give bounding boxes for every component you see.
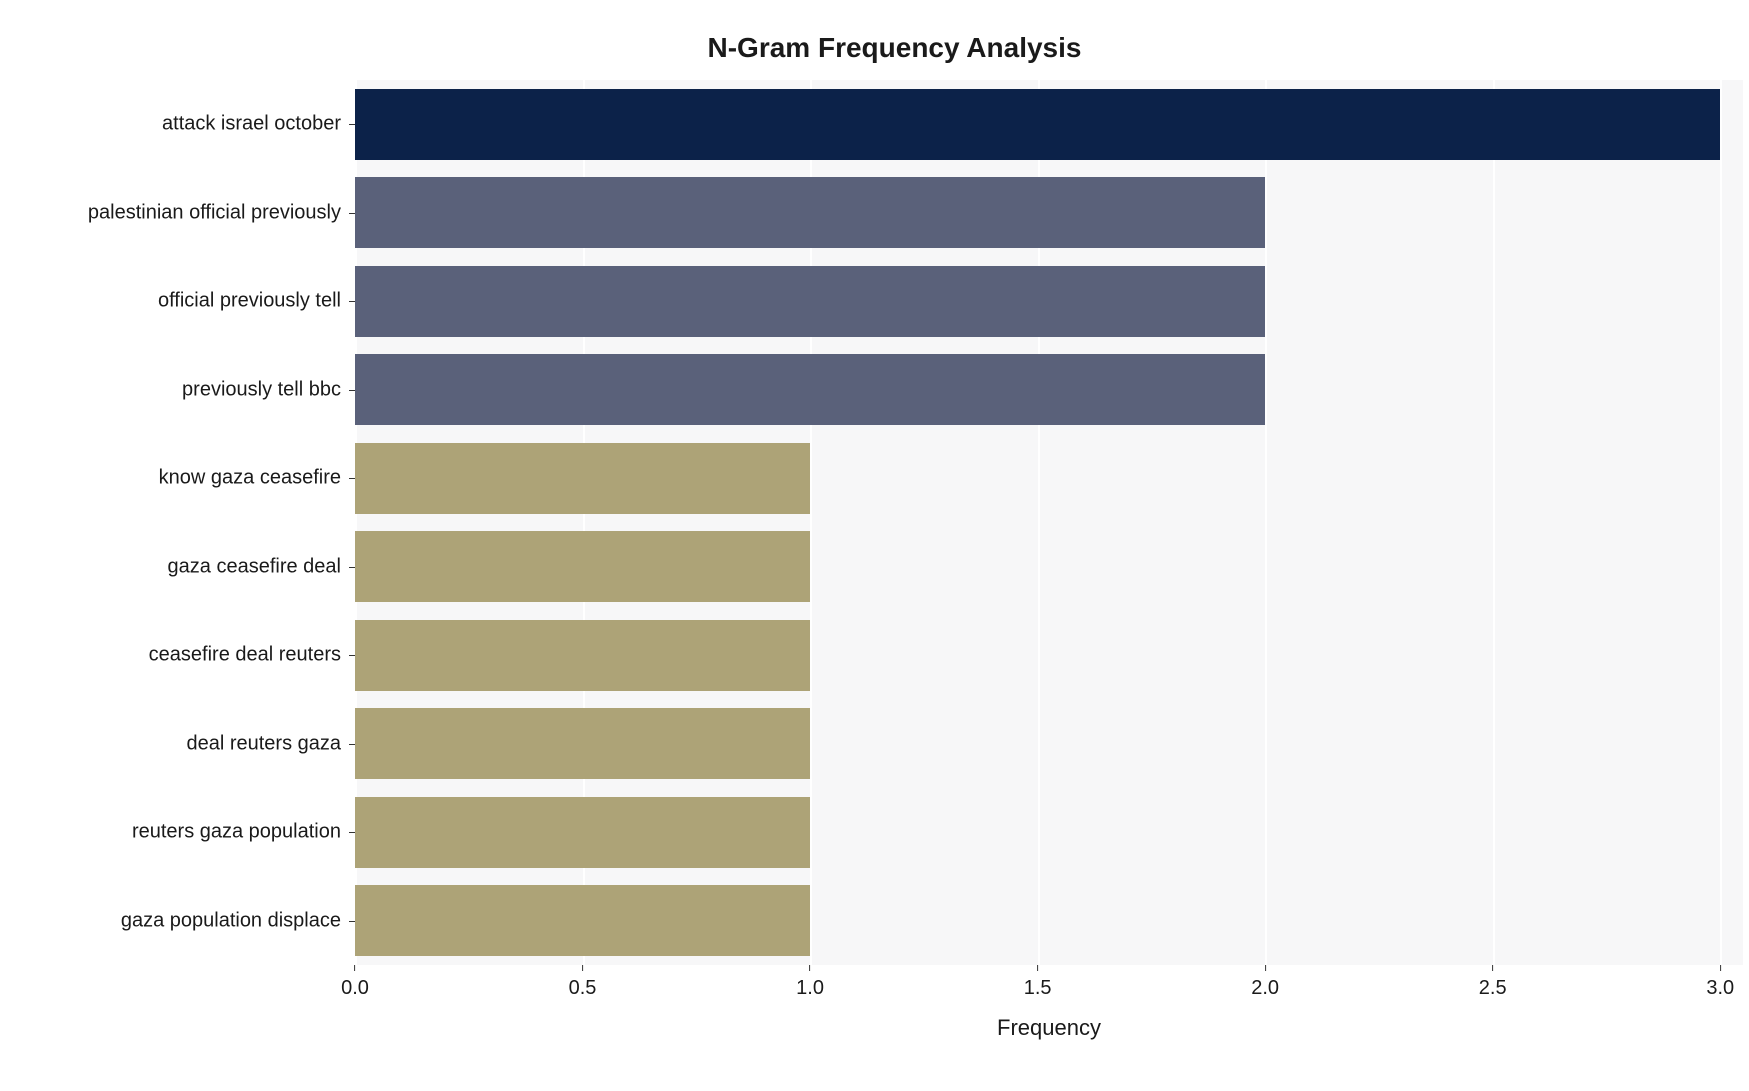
y-tick-label: deal reuters gaza: [186, 732, 355, 755]
y-tick-label: attack israel october: [162, 113, 355, 136]
y-tick-label: previously tell bbc: [182, 378, 355, 401]
y-tick-mark: [349, 567, 355, 568]
bar: [355, 620, 810, 691]
bar-row: [355, 620, 1743, 691]
y-tick-label: official previously tell: [158, 290, 355, 313]
bar-row: [355, 443, 1743, 514]
bar-row: [355, 354, 1743, 425]
x-tick-label: 2.5: [1479, 977, 1507, 1000]
bar: [355, 531, 810, 602]
x-tick-label: 0.5: [569, 977, 597, 1000]
bar-row: [355, 885, 1743, 956]
x-tick-mark: [1265, 965, 1266, 971]
x-tick-mark: [1720, 965, 1721, 971]
bar: [355, 708, 810, 779]
y-tick-label: palestinian official previously: [88, 201, 355, 224]
bar: [355, 89, 1720, 160]
x-axis-title: Frequency: [997, 1015, 1101, 1041]
bar: [355, 885, 810, 956]
y-tick-label: gaza population displace: [121, 909, 355, 932]
bar: [355, 177, 1265, 248]
chart-title: N-Gram Frequency Analysis: [20, 32, 1749, 64]
bar: [355, 443, 810, 514]
x-tick: 1.5: [1024, 965, 1052, 1000]
x-tick: 2.0: [1251, 965, 1279, 1000]
y-tick-label: reuters gaza population: [132, 821, 355, 844]
bar-row: [355, 531, 1743, 602]
y-tick-mark: [349, 124, 355, 125]
x-tick-label: 3.0: [1706, 977, 1734, 1000]
ngram-frequency-chart: N-Gram Frequency Analysis 0.00.51.01.52.…: [20, 20, 1749, 1071]
y-tick-mark: [349, 921, 355, 922]
bars-group: [355, 80, 1743, 965]
x-tick: 1.0: [796, 965, 824, 1000]
y-tick-label: ceasefire deal reuters: [149, 644, 355, 667]
plot-area: 0.00.51.01.52.02.53.0 Frequency attack i…: [355, 80, 1743, 965]
x-tick-mark: [355, 965, 356, 971]
x-tick-label: 0.0: [341, 977, 369, 1000]
bar: [355, 266, 1265, 337]
x-tick-mark: [1037, 965, 1038, 971]
x-tick-mark: [582, 965, 583, 971]
y-tick-mark: [349, 655, 355, 656]
y-tick-mark: [349, 744, 355, 745]
y-tick-mark: [349, 478, 355, 479]
bar-row: [355, 797, 1743, 868]
y-tick-mark: [349, 832, 355, 833]
x-tick: 3.0: [1706, 965, 1734, 1000]
bar-row: [355, 266, 1743, 337]
x-tick-label: 1.5: [1024, 977, 1052, 1000]
x-tick: 0.5: [569, 965, 597, 1000]
x-tick-label: 1.0: [796, 977, 824, 1000]
bar: [355, 354, 1265, 425]
x-tick-mark: [1492, 965, 1493, 971]
y-tick-mark: [349, 390, 355, 391]
x-tick-mark: [810, 965, 811, 971]
y-tick-label: know gaza ceasefire: [159, 467, 355, 490]
bar-row: [355, 708, 1743, 779]
x-tick-label: 2.0: [1251, 977, 1279, 1000]
y-tick-label: gaza ceasefire deal: [168, 555, 355, 578]
x-tick: 2.5: [1479, 965, 1507, 1000]
y-tick-mark: [349, 213, 355, 214]
bar: [355, 797, 810, 868]
y-tick-mark: [349, 301, 355, 302]
bar-row: [355, 177, 1743, 248]
x-tick: 0.0: [341, 965, 369, 1000]
bar-row: [355, 89, 1743, 160]
